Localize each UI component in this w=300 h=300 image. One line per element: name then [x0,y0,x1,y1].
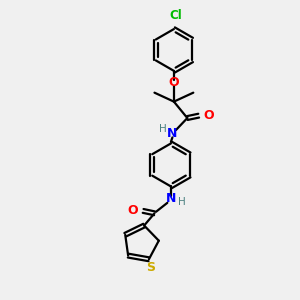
Text: O: O [204,109,214,122]
Text: H: H [178,197,186,207]
Text: O: O [128,204,138,218]
Text: N: N [167,127,178,140]
Text: O: O [169,76,179,89]
Text: Cl: Cl [169,10,182,22]
Text: H: H [159,124,167,134]
Text: N: N [166,193,176,206]
Text: S: S [146,261,155,274]
